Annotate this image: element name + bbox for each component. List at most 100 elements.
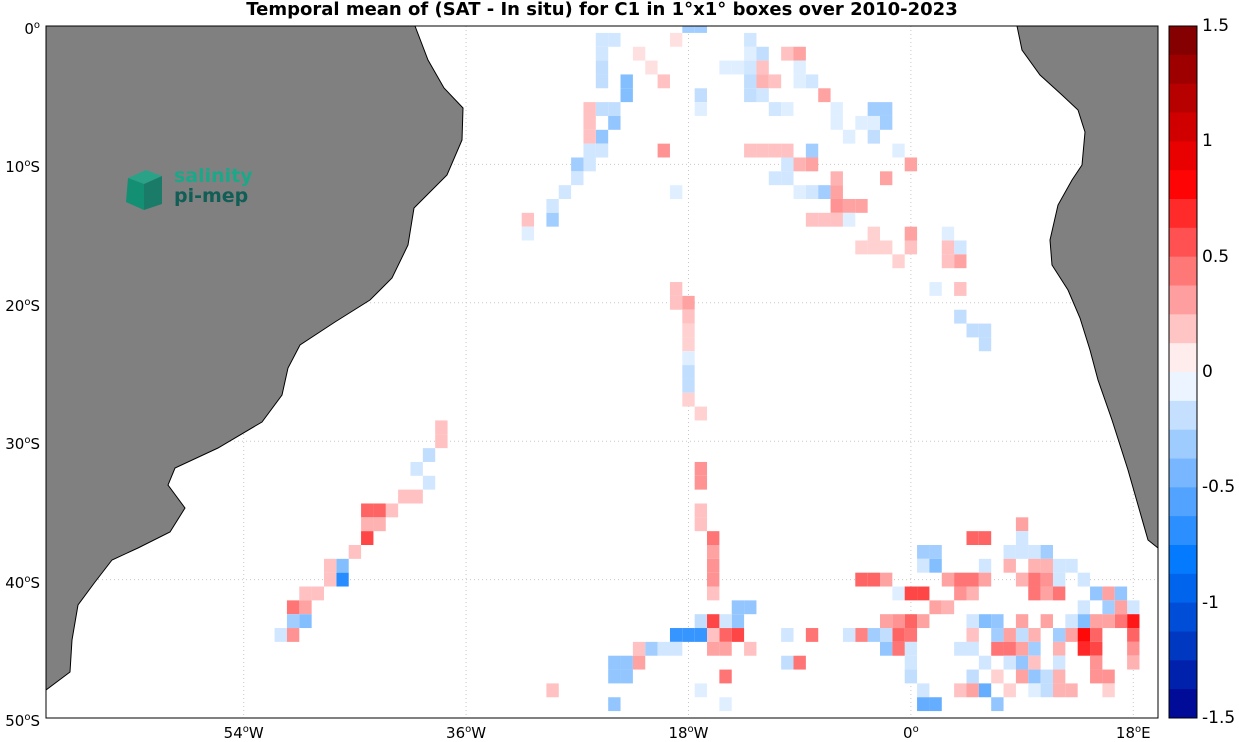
data-cell — [348, 545, 362, 559]
data-cell — [707, 586, 720, 601]
colorbar — [1169, 26, 1197, 719]
data-cell — [830, 212, 843, 227]
data-cell — [978, 655, 992, 670]
data-cell — [608, 115, 621, 130]
data-cell — [892, 586, 905, 601]
colorbar-step — [1169, 314, 1197, 344]
data-cell — [620, 669, 633, 684]
colorbar-step — [1169, 26, 1197, 56]
data-cell — [756, 88, 769, 103]
lat-tick-label: 0o — [24, 20, 40, 38]
data-cell — [793, 157, 806, 172]
data-cell — [805, 74, 819, 89]
colorbar-step — [1169, 83, 1197, 113]
data-cell — [929, 600, 942, 615]
data-cell — [583, 143, 596, 158]
data-cell — [521, 212, 535, 227]
data-cell — [1028, 641, 1041, 656]
data-cell — [892, 641, 905, 656]
data-cell — [719, 628, 732, 642]
data-cell — [608, 669, 621, 684]
data-cell — [1040, 586, 1053, 601]
data-cell — [731, 60, 745, 75]
data-cell — [954, 572, 967, 587]
data-cell — [855, 199, 868, 213]
data-cell — [744, 60, 757, 75]
data-cell — [719, 60, 732, 75]
data-cell — [966, 572, 979, 587]
data-cell — [595, 60, 609, 75]
data-cell — [880, 102, 893, 116]
data-cell — [669, 628, 683, 642]
data-cell — [781, 171, 794, 186]
data-cell — [867, 102, 880, 116]
data-cell — [756, 74, 769, 89]
data-cell — [880, 641, 893, 656]
data-cell — [1127, 641, 1140, 656]
data-cell — [719, 641, 732, 656]
data-cell — [966, 641, 979, 656]
data-cell — [1077, 572, 1091, 587]
data-cell — [682, 337, 695, 352]
data-cell — [1065, 628, 1078, 642]
data-cell — [682, 295, 695, 310]
data-cell — [595, 46, 609, 61]
data-cell — [657, 143, 670, 158]
data-cell — [917, 586, 930, 601]
data-cell — [410, 461, 423, 476]
data-cell — [744, 641, 757, 656]
data-cell — [904, 669, 918, 684]
data-cell — [830, 199, 843, 213]
data-cell — [707, 558, 720, 573]
data-cell — [768, 143, 782, 158]
data-cell — [805, 185, 819, 199]
colorbar-step — [1169, 631, 1197, 661]
data-cell — [583, 129, 596, 144]
data-cell — [768, 171, 782, 186]
data-cell — [867, 115, 880, 130]
data-cell — [324, 558, 337, 573]
data-cell — [694, 26, 708, 33]
colorbar-step — [1169, 516, 1197, 546]
data-cell — [842, 628, 856, 642]
data-cell — [682, 628, 695, 642]
data-cell — [744, 88, 757, 103]
data-cell — [917, 697, 930, 712]
data-cell — [1028, 572, 1041, 587]
data-cell — [818, 185, 831, 199]
data-cell — [299, 586, 312, 601]
data-cell — [1052, 655, 1066, 670]
lon-tick-label: 18oW — [668, 724, 709, 742]
data-cell — [904, 157, 918, 172]
colorbar-tick-label: 1 — [1202, 131, 1213, 152]
data-cell — [583, 115, 596, 130]
data-cell — [694, 102, 708, 116]
data-cell — [954, 282, 967, 296]
data-cell — [805, 157, 819, 172]
data-cell — [620, 74, 633, 89]
data-cell — [830, 185, 843, 199]
data-cell — [904, 655, 918, 670]
data-cell — [917, 614, 930, 629]
data-cell — [682, 26, 695, 33]
data-cell — [781, 655, 794, 670]
data-cell — [941, 600, 955, 615]
data-cell — [1090, 669, 1103, 684]
data-cell — [1114, 614, 1128, 629]
data-cell — [929, 282, 942, 296]
data-cell — [435, 420, 448, 435]
data-cell — [904, 628, 918, 642]
data-cell — [1127, 600, 1140, 615]
data-cell — [855, 572, 868, 587]
data-cell — [608, 655, 621, 670]
lat-tick-label: 10oS — [5, 158, 40, 177]
data-cell — [1003, 641, 1016, 656]
colorbar-step — [1169, 256, 1197, 286]
colorbar-step — [1169, 54, 1197, 85]
data-cell — [1015, 641, 1029, 656]
colorbar-step — [1169, 343, 1197, 373]
data-cell — [1102, 600, 1115, 615]
data-cell — [991, 669, 1004, 684]
chart-title: Temporal mean of (SAT - In situ) for C1 … — [246, 0, 958, 20]
